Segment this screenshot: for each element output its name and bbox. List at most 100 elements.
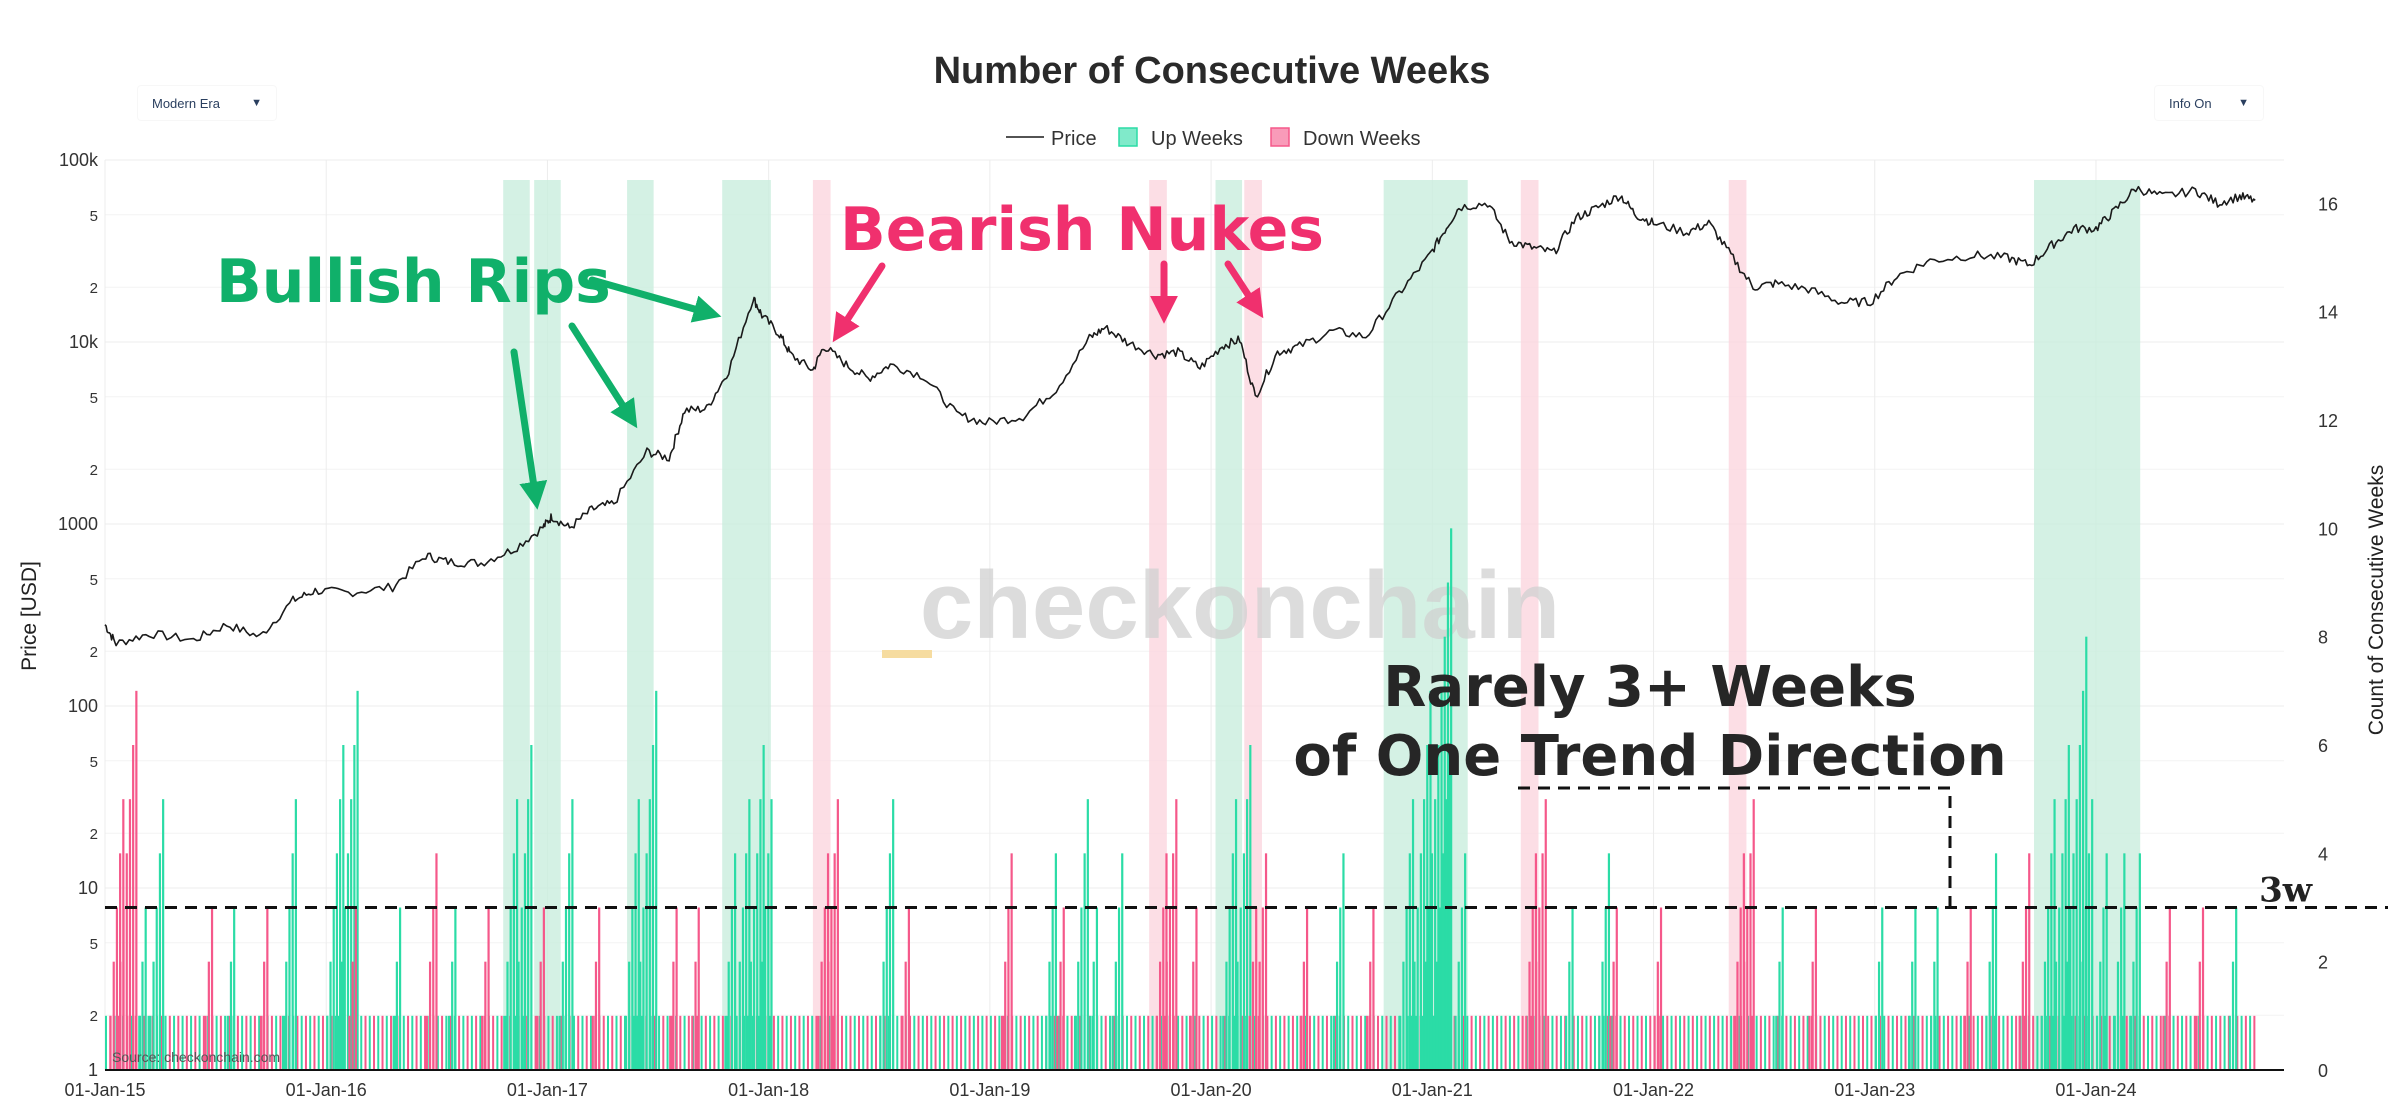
up-week-bar	[759, 799, 762, 1070]
week-bar	[1861, 1015, 1864, 1070]
up-week-bar	[1117, 907, 1121, 1070]
y-right-tick-label: 4	[2318, 844, 2328, 864]
week-bar	[2164, 1015, 2167, 1070]
week-bar	[1185, 1015, 1188, 1070]
down-week-bar	[1612, 961, 1615, 1070]
week-bar	[602, 1015, 605, 1070]
week-bar	[700, 1015, 703, 1070]
up-week-bar	[454, 907, 457, 1070]
legend-price-label: Price	[1051, 128, 1097, 150]
week-bar	[105, 1015, 107, 1070]
up-week-bar	[517, 961, 520, 1070]
week-bar	[921, 1015, 924, 1070]
up-week-bar	[1342, 853, 1345, 1070]
info-dropdown[interactable]: Info On ▼	[2155, 86, 2263, 120]
y-left-tick-label: 100	[68, 696, 98, 716]
week-bar	[1683, 1015, 1686, 1070]
week-bar	[1921, 1015, 1924, 1070]
down-week-bar	[1733, 1015, 1736, 1070]
up-week-bar	[329, 961, 332, 1070]
down-week-bar	[675, 907, 678, 1070]
up-week-bar	[564, 907, 568, 1070]
up-week-bar	[741, 907, 745, 1070]
week-bar	[832, 1015, 835, 1070]
week-bar	[160, 1015, 163, 1070]
up-week-bar	[1457, 961, 1460, 1070]
up-week-bar	[1430, 853, 1434, 1070]
down-week-bar	[1165, 961, 1168, 1070]
up-week-bar	[356, 690, 359, 1070]
week-bar	[1866, 1015, 1869, 1070]
week-bar	[1313, 1015, 1316, 1070]
up-week-bar	[749, 961, 752, 1070]
week-bar	[1687, 1015, 1690, 1070]
week-bar	[411, 1015, 414, 1070]
week-bar	[1483, 1015, 1486, 1070]
down-week-bar	[263, 961, 266, 1070]
y-left-tick-label: 10k	[69, 332, 99, 352]
up-week-bar	[631, 907, 634, 1070]
source-label: Source: checkonchain.com	[112, 1049, 280, 1065]
up-week-bar	[734, 853, 737, 1070]
up-week-bar	[637, 799, 640, 1070]
week-bar	[321, 1015, 324, 1070]
up-week-bar	[882, 961, 885, 1070]
up-week-bar	[515, 799, 519, 1070]
down-week-bar	[354, 907, 357, 1070]
up-week-bar	[2069, 907, 2072, 1070]
week-bar	[653, 1015, 656, 1070]
week-bar	[2253, 1015, 2256, 1070]
week-bar	[721, 1015, 724, 1070]
week-bar	[1028, 1015, 1031, 1070]
week-bar	[177, 1015, 180, 1070]
up-week-bar	[1607, 853, 1611, 1070]
week-bar	[1070, 1015, 1073, 1070]
x-tick-label: 01-Jan-21	[1392, 1080, 1473, 1100]
week-bar	[1032, 1015, 1035, 1070]
week-bar	[283, 1015, 286, 1070]
y-left-minor-tick-label: 5	[90, 572, 98, 589]
up-week-bar	[1443, 636, 1446, 1070]
down-week-bar	[672, 961, 675, 1070]
up-week-bar	[885, 907, 888, 1070]
up-week-bar	[141, 961, 144, 1070]
week-bar	[713, 1015, 716, 1070]
week-bar	[2002, 1015, 2005, 1070]
bullish-arrows	[510, 276, 722, 510]
up-week-bar	[1048, 961, 1051, 1070]
week-bar	[1840, 1015, 1843, 1070]
week-bar	[2108, 1015, 2111, 1070]
x-tick-label: 01-Jan-20	[1171, 1080, 1252, 1100]
down-week-bar	[1004, 961, 1007, 1070]
up-week-bar	[1454, 1015, 1457, 1070]
week-bar	[896, 1015, 899, 1070]
down-week-bar	[2195, 1015, 2198, 1070]
up-week-bar	[735, 1015, 738, 1070]
rarely-bracket	[1518, 786, 1952, 906]
up-week-bar	[1239, 907, 1242, 1070]
up-week-bar	[1339, 907, 1342, 1070]
up-week-bar	[1051, 907, 1054, 1070]
up-week-bar	[149, 1015, 152, 1070]
week-bar	[1053, 1015, 1056, 1070]
down-week-bar	[428, 961, 432, 1070]
up-week-bar	[350, 799, 353, 1070]
week-bar	[2176, 1015, 2179, 1070]
week-bar	[2181, 1015, 2184, 1070]
down-week-bar	[1736, 961, 1739, 1070]
up-week-bar	[2135, 907, 2138, 1070]
week-bar	[1470, 1015, 1473, 1070]
week-bar	[173, 1015, 176, 1070]
up-week-bar	[343, 907, 346, 1070]
week-bar	[1219, 1015, 1222, 1070]
week-bar	[1998, 1015, 2001, 1070]
week-bar	[1321, 1015, 1324, 1070]
up-week-bar	[395, 961, 398, 1070]
week-bar	[1542, 1015, 1545, 1070]
era-dropdown[interactable]: Modern Era ▼	[138, 86, 276, 120]
up-week-bar	[337, 1015, 340, 1070]
up-week-bar	[1775, 1015, 1778, 1070]
week-bar	[130, 1015, 133, 1070]
